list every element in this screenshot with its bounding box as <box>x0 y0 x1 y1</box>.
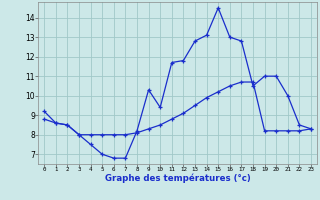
X-axis label: Graphe des températures (°c): Graphe des températures (°c) <box>105 174 251 183</box>
